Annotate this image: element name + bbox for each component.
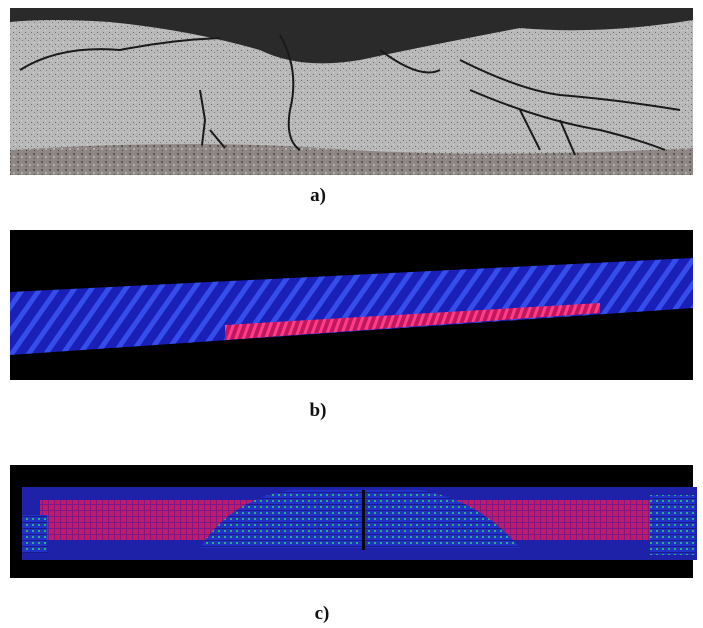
- image-region: [19, 37, 221, 71]
- panel-label: a): [310, 185, 326, 206]
- image-region: [362, 490, 365, 550]
- image-region: [279, 34, 301, 151]
- image-region: [650, 495, 695, 555]
- image-region: [379, 49, 441, 74]
- panel-label: c): [315, 603, 330, 624]
- panel-label: b): [310, 400, 327, 421]
- image-region: [22, 515, 47, 553]
- image-region: [199, 89, 226, 149]
- image-region: [10, 258, 693, 355]
- image-region: [225, 303, 600, 340]
- image-region: [200, 490, 520, 548]
- image-region: [10, 144, 693, 175]
- image-region: [469, 89, 666, 151]
- image-region: [10, 8, 693, 64]
- image-region: [459, 59, 681, 111]
- image-region: [19, 34, 681, 156]
- image-region: [519, 109, 576, 156]
